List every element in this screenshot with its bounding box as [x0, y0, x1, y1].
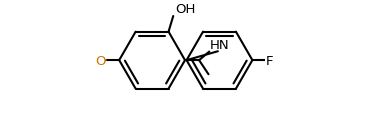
Text: OH: OH	[175, 3, 195, 16]
Text: HN: HN	[209, 38, 229, 51]
Text: O: O	[95, 54, 106, 67]
Text: F: F	[266, 54, 273, 67]
